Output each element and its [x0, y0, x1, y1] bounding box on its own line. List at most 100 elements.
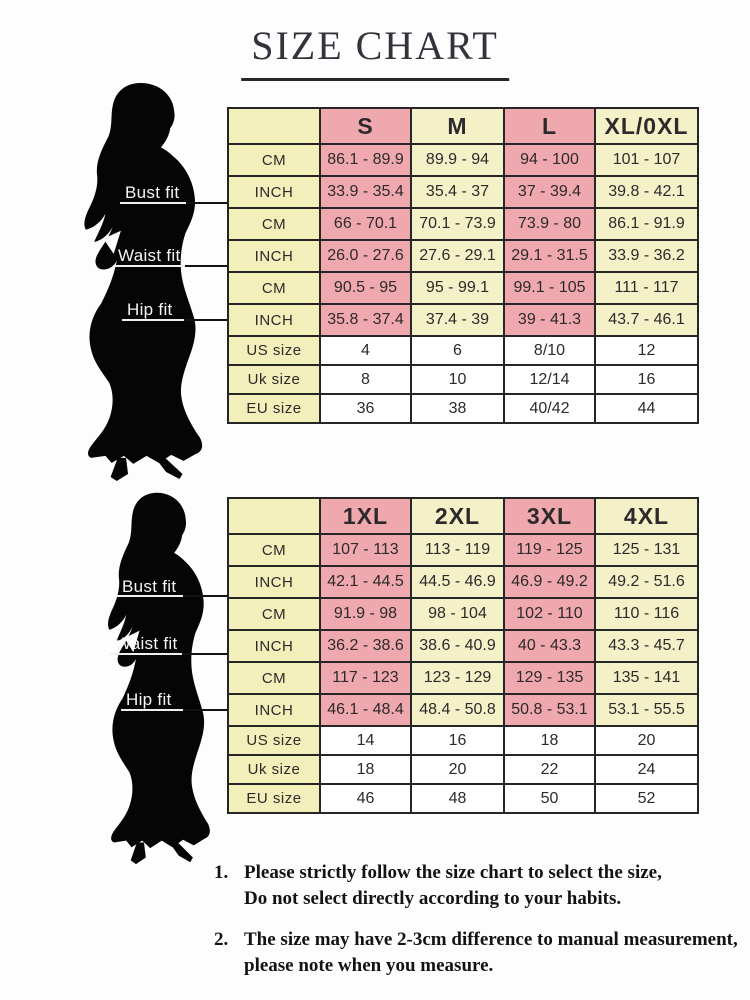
value-cell: 4 — [319, 335, 412, 366]
table-row: CM 91.9 - 98 98 - 104 102 - 110 110 - 116 — [227, 597, 699, 631]
size-column-header: 3XL — [503, 497, 596, 535]
value-cell: 20 — [410, 754, 505, 785]
value-cell: 46 — [319, 783, 412, 814]
value-cell: 10 — [410, 364, 505, 395]
value-cell: 94 - 100 — [503, 143, 596, 177]
row-label-cell: Uk size — [227, 364, 321, 395]
note-line: Please strictly follow the size chart to… — [244, 862, 662, 883]
corner-cell — [227, 107, 321, 145]
value-cell: 29.1 - 31.5 — [503, 239, 596, 273]
row-label-cell: INCH — [227, 693, 321, 727]
value-cell: 129 - 135 — [503, 661, 596, 695]
value-cell: 53.1 - 55.5 — [594, 693, 699, 727]
row-label-cell: US size — [227, 725, 321, 756]
size-column-header: M — [410, 107, 505, 145]
table-row: CM 90.5 - 95 95 - 99.1 99.1 - 105 111 - 117 — [227, 271, 699, 305]
value-cell: 27.6 - 29.1 — [410, 239, 505, 273]
bust-fit-label-2: Bust fit — [122, 577, 177, 596]
value-cell: 18 — [503, 725, 596, 756]
row-label-cell: CM — [227, 271, 321, 305]
bust-fit-underline — [120, 202, 186, 204]
value-cell: 16 — [410, 725, 505, 756]
value-cell: 35.4 - 37 — [410, 175, 505, 209]
bust-fit-connector-line-2 — [183, 595, 227, 597]
woman-silhouette-figure-1 — [52, 80, 237, 482]
value-cell: 125 - 131 — [594, 533, 699, 567]
value-cell: 123 - 129 — [410, 661, 505, 695]
row-label-cell: EU size — [227, 783, 321, 814]
hip-fit-underline — [122, 319, 184, 321]
value-cell: 102 - 110 — [503, 597, 596, 631]
value-cell: 8/10 — [503, 335, 596, 366]
size-table-regular: S M L XL/0XL CM 86.1 - 89.9 89.9 - 94 94 - 100 1… — [227, 107, 699, 424]
table-row: INCH 35.8 - 37.4 37.4 - 39 39 - 41.3 43.7 - … — [227, 303, 699, 337]
note-line: please note when you measure. — [244, 954, 494, 976]
value-cell: 46.9 - 49.2 — [503, 565, 596, 599]
value-cell: 91.9 - 98 — [319, 597, 412, 631]
woman-silhouette-icon — [84, 82, 203, 481]
value-cell: 39.8 - 42.1 — [594, 175, 699, 209]
row-label-cell: INCH — [227, 239, 321, 273]
value-cell: 52 — [594, 783, 699, 814]
value-cell: 18 — [319, 754, 412, 785]
table-row: CM 66 - 70.1 70.1 - 73.9 73.9 - 80 86.1 - 91… — [227, 207, 699, 241]
value-cell: 86.1 - 89.9 — [319, 143, 412, 177]
bust-fit-underline-2 — [117, 595, 183, 597]
title-wrap: SIZE CHART — [241, 22, 509, 81]
value-cell: 44 — [594, 393, 699, 424]
note-number: 2. — [214, 929, 229, 951]
note-line: Do not select directly according to your… — [244, 887, 622, 909]
note-item-2: 2. The size may have 2-3cm difference to… — [214, 927, 744, 978]
value-cell: 22 — [503, 754, 596, 785]
row-label-cell: CM — [227, 533, 321, 567]
value-cell: 89.9 - 94 — [410, 143, 505, 177]
footer-notes: 1. Please strictly follow the size chart… — [214, 860, 744, 995]
size-table-plus: 1XL 2XL 3XL 4XL CM 107 - 113 113 - 119 119 - 12… — [227, 497, 699, 814]
value-cell: 48 — [410, 783, 505, 814]
waist-fit-label-2: Waist fit — [115, 634, 178, 653]
table-row: INCH 42.1 - 44.5 44.5 - 46.9 46.9 - 49.2 49.… — [227, 565, 699, 599]
value-cell: 101 - 107 — [594, 143, 699, 177]
value-cell: 117 - 123 — [319, 661, 412, 695]
value-cell: 113 - 119 — [410, 533, 505, 567]
note-line: The size may have 2-3cm difference to ma… — [244, 929, 738, 951]
value-cell: 40/42 — [503, 393, 596, 424]
page-title: SIZE CHART — [241, 22, 509, 81]
hip-fit-connector-line-2 — [183, 709, 227, 711]
corner-cell — [227, 497, 321, 535]
table-row: Uk size 18 20 22 24 — [227, 754, 699, 785]
value-cell: 40 - 43.3 — [503, 629, 596, 663]
table-row: CM 86.1 - 89.9 89.9 - 94 94 - 100 101 - 107 — [227, 143, 699, 177]
row-label-cell: CM — [227, 597, 321, 631]
waist-fit-underline-2 — [110, 653, 182, 655]
table-row: US size 4 6 8/10 12 — [227, 335, 699, 366]
waist-fit-label: Waist fit — [118, 246, 181, 265]
waist-fit-connector-line — [185, 265, 227, 267]
value-cell: 26.0 - 27.6 — [319, 239, 412, 273]
value-cell: 36 — [319, 393, 412, 424]
table-header-row: S M L XL/0XL — [227, 107, 699, 145]
hip-fit-label: Hip fit — [127, 300, 173, 319]
waist-fit-underline — [113, 265, 185, 267]
value-cell: 33.9 - 36.2 — [594, 239, 699, 273]
value-cell: 50 — [503, 783, 596, 814]
row-label-cell: INCH — [227, 175, 321, 209]
size-column-header: 1XL — [319, 497, 412, 535]
value-cell: 38.6 - 40.9 — [410, 629, 505, 663]
row-label-cell: INCH — [227, 303, 321, 337]
table-row: CM 107 - 113 113 - 119 119 - 125 125 - 131 — [227, 533, 699, 567]
table-row: Uk size 8 10 12/14 16 — [227, 364, 699, 395]
value-cell: 42.1 - 44.5 — [319, 565, 412, 599]
size-column-header: S — [319, 107, 412, 145]
waist-fit-connector-line-2 — [182, 653, 227, 655]
value-cell: 8 — [319, 364, 412, 395]
value-cell: 107 - 113 — [319, 533, 412, 567]
value-cell: 35.8 - 37.4 — [319, 303, 412, 337]
table-row: INCH 36.2 - 38.6 38.6 - 40.9 40 - 43.3 43.3 … — [227, 629, 699, 663]
size-column-header: 4XL — [594, 497, 699, 535]
table-row: CM 117 - 123 123 - 129 129 - 135 135 - 141 — [227, 661, 699, 695]
size-column-header: L — [503, 107, 596, 145]
table-row: EU size 36 38 40/42 44 — [227, 393, 699, 424]
row-label-cell: Uk size — [227, 754, 321, 785]
value-cell: 50.8 - 53.1 — [503, 693, 596, 727]
